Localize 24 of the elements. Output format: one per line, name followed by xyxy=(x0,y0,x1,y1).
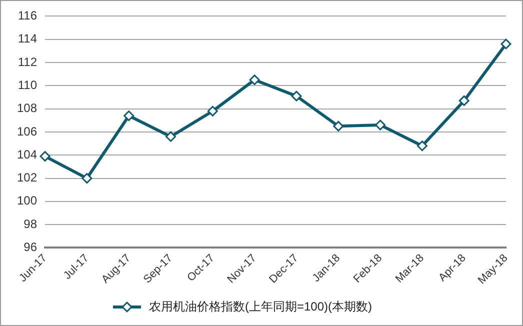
y-tick-label: 96 xyxy=(24,240,38,254)
point xyxy=(124,110,134,122)
point xyxy=(291,90,302,102)
legend-label: 农用机油价格指数(上年同期=100)(本期数) xyxy=(148,299,372,314)
point xyxy=(458,95,470,106)
y-tick-label: 106 xyxy=(16,124,38,138)
point xyxy=(375,120,386,130)
point xyxy=(333,120,344,132)
y-tick-label: 104 xyxy=(16,147,38,162)
y-tick-label: 98 xyxy=(24,216,38,231)
y-tick-label: 116 xyxy=(18,8,38,23)
y-tick-label: 102 xyxy=(16,170,38,185)
y-tick-label: 114 xyxy=(18,32,38,46)
point xyxy=(165,131,176,142)
y-tick-label: 108 xyxy=(16,101,38,116)
point xyxy=(249,74,260,86)
point xyxy=(500,38,512,50)
point xyxy=(416,140,428,152)
y-tick-label: 112 xyxy=(18,54,38,69)
y-tick-label: 100 xyxy=(16,194,38,208)
y-tick-label: 110 xyxy=(18,78,38,92)
point xyxy=(207,106,218,116)
point xyxy=(82,173,92,184)
point xyxy=(40,151,50,162)
